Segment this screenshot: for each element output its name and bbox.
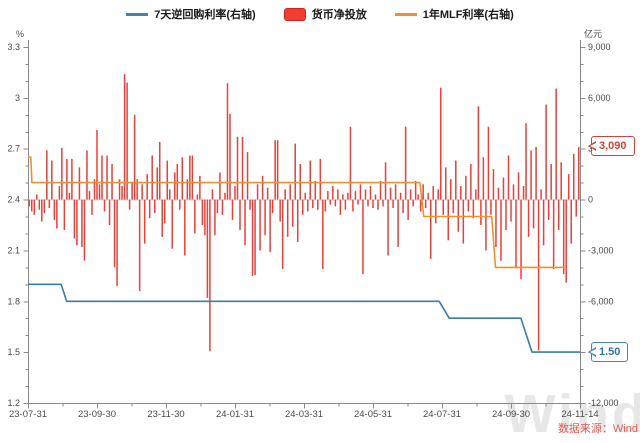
net-injection-bars — [28, 74, 580, 352]
svg-text:-12,000: -12,000 — [588, 398, 619, 408]
svg-text:-6,000: -6,000 — [588, 296, 614, 306]
svg-text:24-07-31: 24-07-31 — [423, 409, 461, 420]
svg-text:23-07-31: 23-07-31 — [9, 409, 47, 420]
legend-label-mlf-rate: 1年MLF利率(右轴) — [422, 9, 514, 21]
svg-text:9,000: 9,000 — [588, 42, 611, 52]
svg-text:3.3: 3.3 — [7, 42, 20, 52]
svg-text:23-11-30: 23-11-30 — [147, 409, 184, 420]
svg-text:1.5: 1.5 — [7, 347, 20, 357]
svg-text:亿元: 亿元 — [584, 28, 602, 39]
wind-watermark: Wind — [504, 384, 640, 443]
blue-line-swatch-icon — [126, 12, 149, 16]
svg-text:24-01-31: 24-01-31 — [216, 409, 254, 420]
legend: 7天逆回购利率(右轴) 货币净投放 1年MLF利率(右轴) — [0, 6, 640, 22]
legend-item-mlf-rate[interactable]: 1年MLF利率(右轴) — [394, 6, 514, 22]
svg-text:24-11-14: 24-11-14 — [561, 409, 598, 420]
axes — [23, 40, 586, 409]
svg-text:1.8: 1.8 — [7, 296, 20, 306]
svg-text:24-09-30: 24-09-30 — [492, 409, 530, 420]
orange-line-swatch-icon — [394, 12, 417, 16]
callout-repo-rate-last-value: 1.50 — [587, 342, 629, 362]
legend-item-repo-rate[interactable]: 7天逆回购利率(右轴) — [126, 6, 256, 22]
svg-text:24-05-31: 24-05-31 — [354, 409, 392, 420]
callout-net-injection-last-value: 3,090 — [588, 136, 635, 156]
repo-rate-line — [28, 283, 580, 353]
svg-text:23-09-30: 23-09-30 — [78, 409, 116, 420]
svg-text:%: % — [16, 29, 24, 39]
svg-text:6,000: 6,000 — [588, 93, 611, 103]
svg-text:3: 3 — [15, 93, 20, 103]
svg-text:2.7: 2.7 — [7, 144, 20, 154]
legend-label-net-injection: 货币净投放 — [311, 9, 367, 21]
svg-text:24-03-31: 24-03-31 — [285, 409, 323, 420]
legend-item-net-injection[interactable]: 货币净投放 — [283, 6, 367, 22]
mlf-rate-line — [28, 156, 566, 269]
svg-text:2.4: 2.4 — [7, 195, 20, 205]
red-bar-swatch-icon — [283, 7, 306, 21]
svg-text:1.2: 1.2 — [7, 398, 20, 408]
legend-label-repo-rate: 7天逆回购利率(右轴) — [154, 9, 256, 21]
svg-text:2.1: 2.1 — [7, 245, 20, 255]
svg-text:0: 0 — [588, 195, 593, 205]
data-source-label: 数据来源：Wind — [557, 423, 638, 435]
svg-text:-3,000: -3,000 — [588, 245, 614, 255]
